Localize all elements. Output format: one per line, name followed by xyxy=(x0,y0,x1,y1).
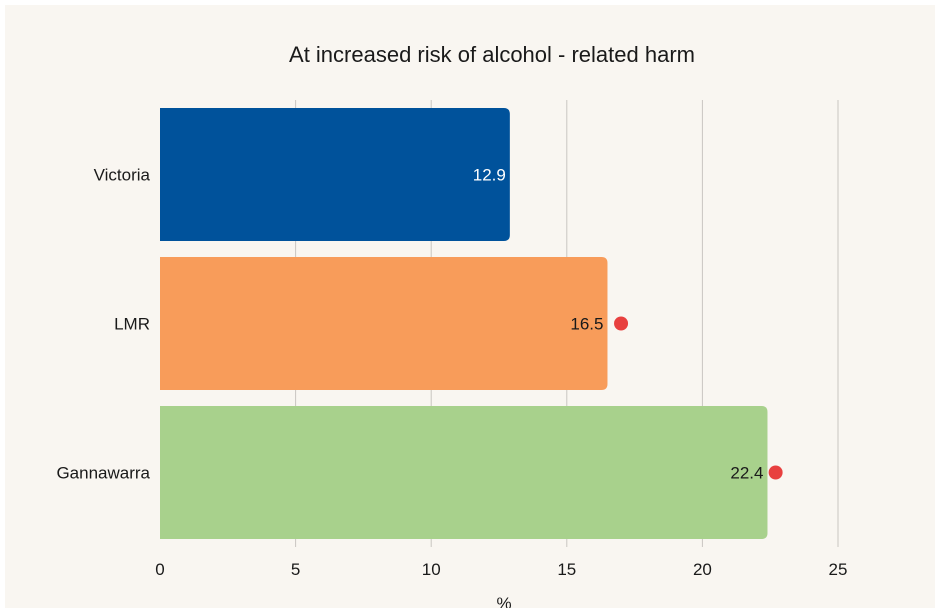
x-tick-label: 10 xyxy=(422,560,441,579)
x-tick-label: 25 xyxy=(829,560,848,579)
x-tick-label: 20 xyxy=(693,560,712,579)
bar-gannawarra xyxy=(160,406,768,539)
category-label: LMR xyxy=(114,315,150,334)
bars xyxy=(160,108,768,539)
x-tick-label: 5 xyxy=(291,560,300,579)
data-label: 22.4 xyxy=(730,464,763,483)
bar-lmr xyxy=(160,257,608,390)
x-axis-title: % xyxy=(496,594,511,608)
x-tick-label: 15 xyxy=(557,560,576,579)
markers xyxy=(614,316,783,480)
category-label: Gannawarra xyxy=(56,464,150,483)
chart-panel: At increased risk of alcohol - related h… xyxy=(5,5,935,608)
chart-title: At increased risk of alcohol - related h… xyxy=(289,42,695,67)
category-label: Victoria xyxy=(94,166,151,185)
significance-marker xyxy=(614,316,629,331)
significance-marker xyxy=(768,465,783,480)
x-tick-label: 0 xyxy=(155,560,164,579)
data-label: 12.9 xyxy=(473,166,506,185)
bar-victoria xyxy=(160,108,510,241)
bar-chart: At increased risk of alcohol - related h… xyxy=(56,42,847,608)
data-label: 16.5 xyxy=(570,315,603,334)
labels: 0 5 10 15 20 25 Victoria 12.9 LMR 16.5 Gannawarra 2… xyxy=(56,166,847,580)
